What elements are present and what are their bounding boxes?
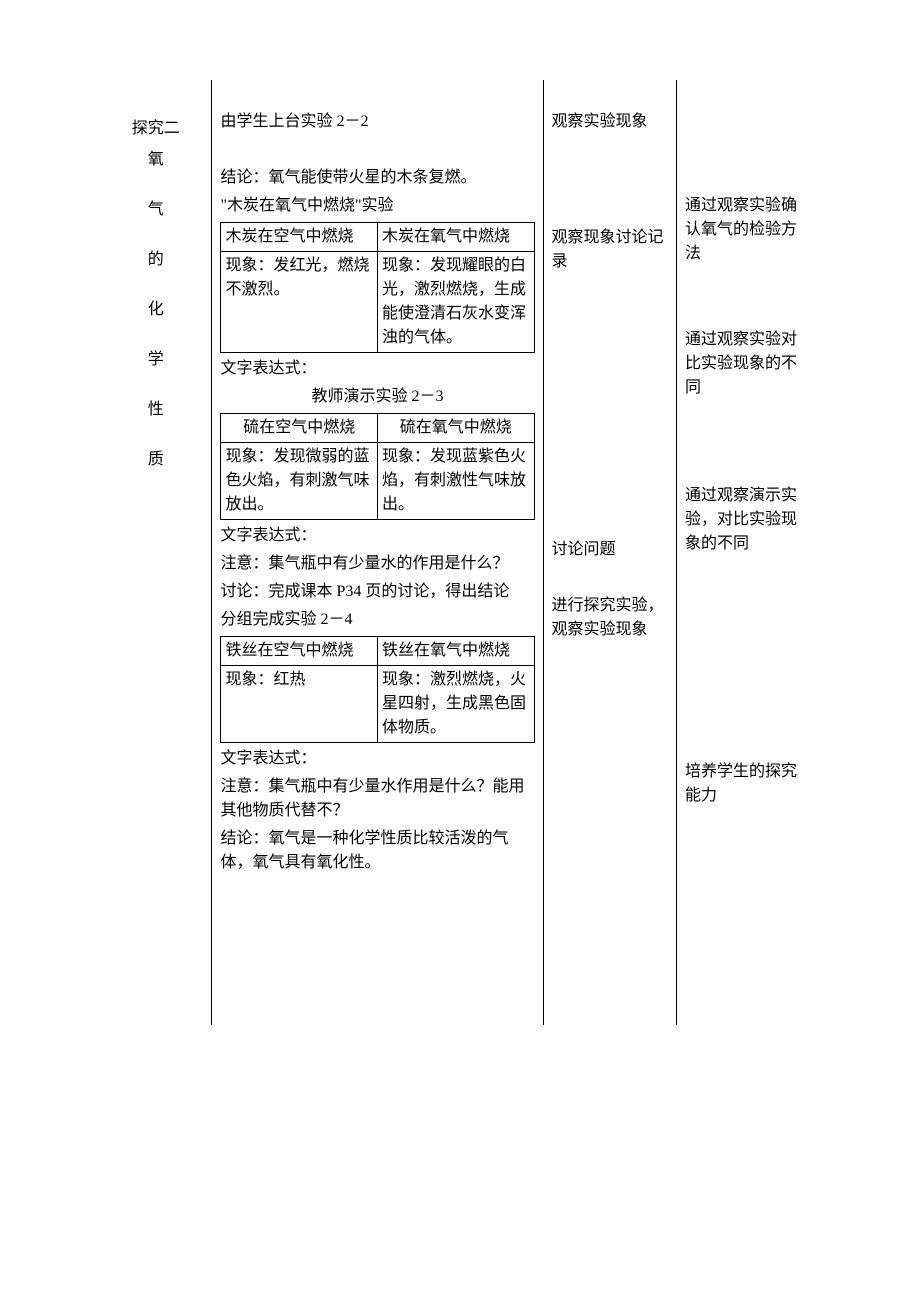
conclusion-text: 结论：氧气是一种化学性质比较活泼的气体，氧气具有氧化性。 xyxy=(220,827,534,875)
experiment-table-sulfur: 硫在空气中燃烧 硫在氧气中燃烧 现象：发现微弱的蓝色火焰，有刺激气味放出。 现象… xyxy=(220,413,534,520)
activity-text: 观察现象讨论记录 xyxy=(552,226,668,274)
experiment-table-iron: 铁丝在空气中燃烧 铁丝在氧气中燃烧 现象：红热 现象：激烈燃烧，火星四射，生成黑… xyxy=(220,636,534,743)
student-activity-column: 观察实验现象 观察现象讨论记录 讨论问题 进行探究实验，观察实验现象 xyxy=(543,80,676,1025)
label-line: 质 xyxy=(108,448,203,472)
conclusion-text: 结论：氧气能使带火星的木条复燃。 xyxy=(220,166,534,190)
intent-text: 通过观察演示实验，对比实验现象的不同 xyxy=(685,484,812,556)
label-line: 气 xyxy=(108,198,203,222)
intent-text: 培养学生的探究能力 xyxy=(685,760,812,808)
label-line: 性 xyxy=(108,398,203,422)
table-cell: 现象：发红光，燃烧不激烈。 xyxy=(221,252,378,353)
table-cell: 铁丝在氧气中燃烧 xyxy=(377,637,534,666)
note-text: 注意：集气瓶中有少量水作用是什么？能用其他物质代替不？ xyxy=(220,775,534,823)
activity-text: 讨论问题 xyxy=(552,538,668,562)
lesson-plan-page: 探究二 氧 气 的 化 学 性 质 由学生上台实验 2－2 结论：氧气能使带火星… xyxy=(100,80,820,1025)
experiment-table-charcoal: 木炭在空气中燃烧 木炭在氧气中燃烧 现象：发红光，燃烧不激烈。 现象：发现耀眼的… xyxy=(220,222,534,353)
intent-text: 通过观察实验确认氧气的检验方法 xyxy=(685,194,812,266)
table-cell: 现象：红热 xyxy=(221,666,378,743)
label-line: 氧 xyxy=(108,148,203,172)
table-cell: 硫在空气中燃烧 xyxy=(221,414,378,443)
label-line: 学 xyxy=(108,348,203,372)
table-cell: 木炭在氧气中燃烧 xyxy=(377,223,534,252)
teacher-activity-column: 由学生上台实验 2－2 结论：氧气能使带火星的木条复燃。 "木炭在氧气中燃烧"实… xyxy=(212,80,543,1025)
expression-label: 文字表达式： xyxy=(220,357,534,381)
discuss-text: 讨论：完成课本 P34 页的讨论，得出结论 xyxy=(220,580,534,604)
activity-text: 进行探究实验，观察实验现象 xyxy=(552,594,668,642)
label-line: 的 xyxy=(108,248,203,272)
experiment-title: "木炭在氧气中燃烧"实验 xyxy=(220,194,534,218)
table-cell: 现象：发现耀眼的白光，激烈燃烧，生成能使澄清石灰水变浑浊的气体。 xyxy=(377,252,534,353)
main-grid: 探究二 氧 气 的 化 学 性 质 由学生上台实验 2－2 结论：氧气能使带火星… xyxy=(100,80,820,1025)
table-cell: 木炭在空气中燃烧 xyxy=(221,223,378,252)
demo-title: 教师演示实验 2－3 xyxy=(220,385,534,409)
expression-label: 文字表达式： xyxy=(220,524,534,548)
expression-label: 文字表达式： xyxy=(220,747,534,771)
table-cell: 现象：发现微弱的蓝色火焰，有刺激气味放出。 xyxy=(221,443,378,520)
table-cell: 铁丝在空气中燃烧 xyxy=(221,637,378,666)
label-line: 探究二 xyxy=(108,117,203,141)
note-text: 注意：集气瓶中有少量水的作用是什么？ xyxy=(220,552,534,576)
activity-text: 观察实验现象 xyxy=(552,110,668,134)
table-cell: 硫在氧气中燃烧 xyxy=(377,414,534,443)
table-cell: 现象：激烈燃烧，火星四射，生成黑色固体物质。 xyxy=(377,666,534,743)
section-label-column: 探究二 氧 气 的 化 学 性 质 xyxy=(100,80,212,1025)
label-line: 化 xyxy=(108,298,203,322)
group-title: 分组完成实验 2－4 xyxy=(220,608,534,632)
design-intent-column: 通过观察实验确认氧气的检验方法 通过观察实验对比实验现象的不同 通过观察演示实验… xyxy=(677,80,820,1025)
table-cell: 现象：发现蓝紫色火焰，有刺激性气味放出。 xyxy=(377,443,534,520)
intro-text: 由学生上台实验 2－2 xyxy=(220,110,534,134)
intent-text: 通过观察实验对比实验现象的不同 xyxy=(685,328,812,400)
